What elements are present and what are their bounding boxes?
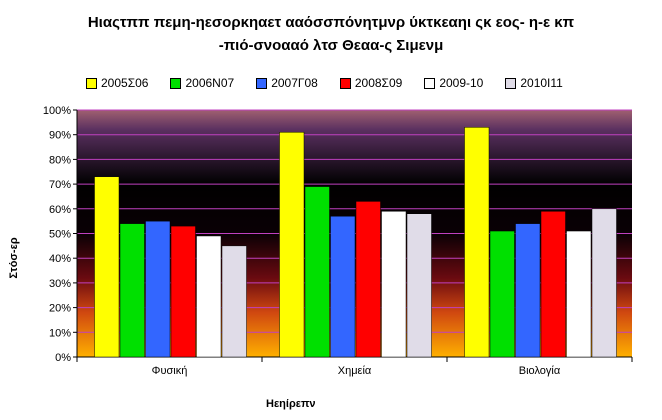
bar-1-3 — [464, 127, 490, 358]
legend-swatch — [424, 77, 436, 89]
bar-5-3 — [566, 230, 592, 358]
legend-label: 2006Ν07 — [185, 76, 235, 90]
y-tick-label: 60% — [49, 204, 71, 216]
bar-5-2 — [381, 211, 407, 358]
bar-6-1 — [221, 245, 247, 358]
tick-labels: 0% 10% 20% 30% 40% 50% 60% 70% 80% 90% 100% Φυσική Χ… — [43, 105, 561, 377]
bar-2-2 — [304, 186, 330, 358]
x-tick-label: Φυσική — [152, 365, 188, 377]
legend-item: 2009-10 — [424, 76, 483, 90]
legend-swatch — [339, 77, 351, 89]
legend-label: 2005Σ06 — [101, 76, 149, 90]
x-tick-label: Βιολογία — [519, 365, 561, 377]
y-tick-label: 30% — [49, 278, 71, 290]
bar-6-2 — [406, 213, 432, 358]
y-axis-label: Στόσ-ερ — [8, 237, 20, 279]
legend: 2005Σ06 2006Ν07 2007Γ08 2008Σ09 2009-10 2010Ι… — [86, 72, 585, 94]
legend-swatch — [86, 77, 97, 89]
legend-label: 2009-10 — [439, 76, 484, 90]
bar-4-2 — [355, 201, 381, 358]
bar-4-1 — [170, 225, 196, 358]
y-tick-label: 80% — [49, 154, 71, 166]
chart-title-line-2: -πιό-σνοααό λτσ Θεαα-ς Σιμενμ — [218, 37, 444, 54]
y-tick-label: 100% — [43, 105, 71, 117]
legend-item: 2006Ν07 — [170, 76, 234, 90]
bar-3-1 — [145, 220, 171, 358]
bar-5-1 — [196, 235, 222, 358]
bar-3-3 — [515, 223, 541, 358]
legend-item: 2008Σ09 — [339, 76, 403, 90]
legend-label: 2010Ι11 — [520, 76, 563, 90]
bar-3-2 — [330, 215, 356, 358]
legend-swatch — [256, 77, 268, 89]
y-tick-label: 70% — [49, 179, 71, 191]
legend-item: 2007Γ08 — [256, 76, 318, 90]
bar-1-1 — [94, 176, 120, 358]
bars — [94, 127, 617, 358]
bar-2-3 — [489, 230, 515, 358]
legend-label: 2007Γ08 — [271, 76, 318, 90]
y-tick-label: 40% — [49, 253, 71, 265]
legend-item: 2010Ι11 — [505, 76, 563, 90]
bar-2-1 — [119, 223, 145, 358]
y-tick-label: 20% — [49, 303, 71, 315]
y-tick-label: 0% — [55, 352, 71, 364]
legend-item: 2005Σ06 — [86, 76, 148, 90]
x-tick-label: Χημεία — [338, 365, 372, 377]
legend-swatch — [505, 77, 517, 89]
legend-label: 2008Σ09 — [354, 76, 403, 90]
chart-title-line-1: Ηιαςτππ πεμη-ηεσορκηαετ ααόσσπόνητμνρ ύκ… — [87, 14, 575, 31]
bar-1-2 — [279, 131, 305, 358]
y-tick-label: 50% — [49, 229, 71, 241]
x-axis-label: Ηεηίρεπν — [266, 398, 316, 410]
y-tick-label: 10% — [49, 327, 71, 339]
bar-4-3 — [540, 211, 566, 358]
bar-6-3 — [591, 208, 617, 358]
y-tick-label: 90% — [49, 130, 71, 142]
legend-swatch — [170, 77, 182, 89]
